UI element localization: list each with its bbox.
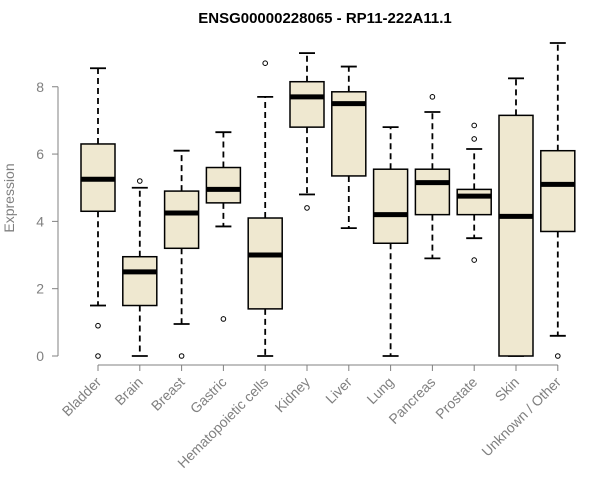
- x-tick-label: Bladder: [59, 374, 105, 420]
- y-axis: 0 2 4 6 8: [36, 79, 59, 364]
- outlier-point: [555, 353, 561, 359]
- box-lung: [372, 126, 409, 357]
- y-tick-label: 6: [36, 146, 44, 162]
- outlier-point: [220, 316, 227, 322]
- box-liver: [331, 65, 367, 230]
- box-pancreas: [414, 94, 451, 260]
- box-kidney: [289, 52, 325, 211]
- outlier-point: [137, 178, 143, 184]
- box-brain: [122, 178, 158, 357]
- x-tick-label: Brain: [111, 374, 145, 408]
- boxes-group: [80, 42, 576, 359]
- outlier-point: [471, 122, 478, 129]
- box-iqr: [456, 188, 492, 216]
- box-iqr: [372, 168, 409, 245]
- box-iqr: [247, 217, 283, 310]
- x-tick-label: Kidney: [272, 374, 314, 416]
- chart-title: ENSG00000228065 - RP11-222A11.1: [198, 10, 452, 27]
- y-axis-label: Expression: [1, 163, 17, 232]
- box-breast: [163, 149, 200, 359]
- outlier-point: [304, 205, 310, 211]
- x-tick-label: Breast: [148, 374, 188, 414]
- y-tick-label: 8: [36, 79, 44, 95]
- x-tick-label: Lung: [363, 374, 396, 407]
- box-iqr: [498, 114, 534, 357]
- x-tick-label: Liver: [322, 374, 355, 407]
- box-bladder: [80, 67, 116, 359]
- box-prostate: [456, 122, 492, 263]
- box-iqr: [122, 255, 158, 307]
- outlier-point: [178, 353, 185, 359]
- box-iqr: [414, 168, 451, 216]
- box-iqr: [205, 166, 242, 204]
- outlier-point: [471, 136, 478, 142]
- box-skin: [498, 77, 534, 357]
- outlier-point: [262, 60, 269, 66]
- y-tick-label: 0: [36, 348, 44, 364]
- x-tick-label: Skin: [492, 374, 523, 405]
- box-gastric: [205, 131, 242, 322]
- outlier-point: [429, 94, 436, 100]
- x-tick-label: Unknown / Other: [478, 374, 564, 460]
- box-unknown-other: [540, 42, 576, 359]
- outlier-point: [95, 322, 101, 329]
- box-iqr: [289, 80, 325, 128]
- box-hematopoietic-cells: [247, 60, 283, 357]
- outlier-point: [471, 257, 478, 263]
- x-tick-label: Prostate: [432, 374, 480, 422]
- y-tick-label: 4: [36, 213, 44, 229]
- box-iqr: [163, 190, 200, 250]
- box-iqr: [540, 149, 576, 233]
- y-tick-label: 2: [36, 281, 44, 297]
- outlier-point: [95, 353, 101, 359]
